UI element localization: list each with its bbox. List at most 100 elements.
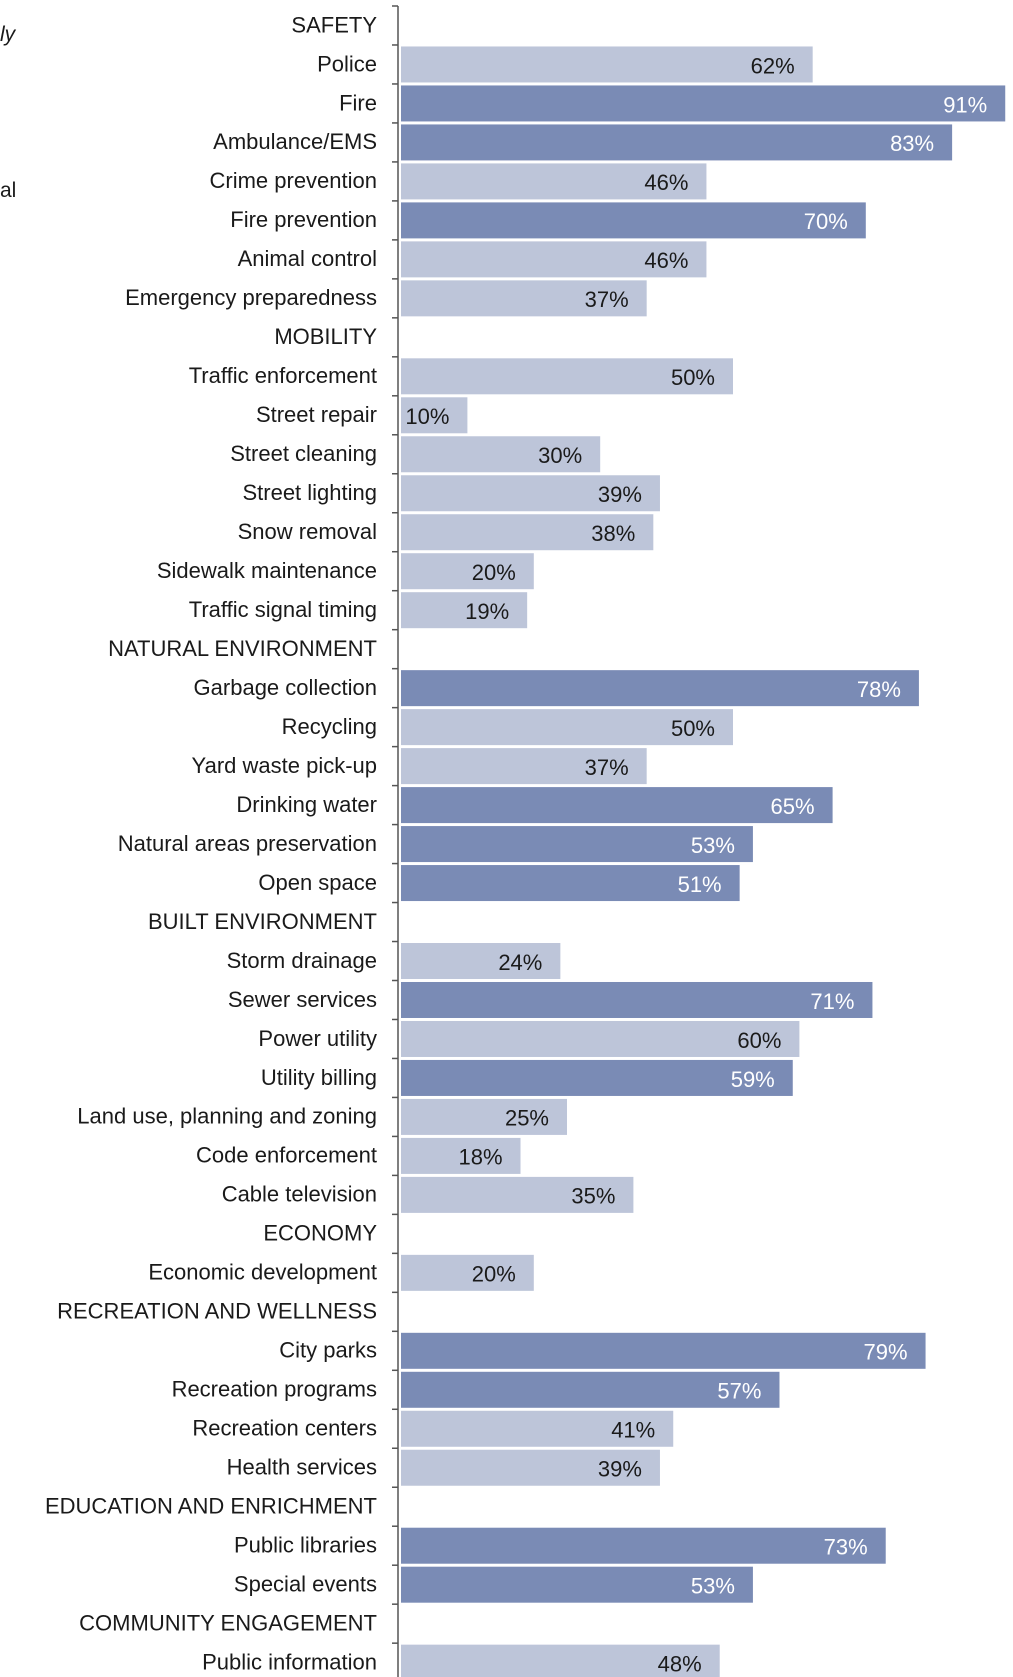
service-category-label: City parks — [279, 1338, 377, 1363]
bar — [401, 280, 647, 317]
bar-value-label: 50% — [671, 365, 715, 390]
bar — [401, 1137, 521, 1174]
service-category-label: Land use, planning and zoning — [77, 1104, 377, 1129]
bar — [401, 1566, 753, 1603]
bar-value-label: 41% — [611, 1418, 655, 1443]
bar — [401, 787, 833, 824]
bar — [401, 163, 707, 200]
bar — [401, 1176, 634, 1213]
bar — [401, 1410, 674, 1447]
bar — [401, 943, 561, 980]
service-category-label: Health services — [227, 1455, 377, 1480]
bar-value-label: 57% — [717, 1379, 761, 1404]
service-category-label: Recreation centers — [192, 1416, 377, 1441]
bar-value-label: 46% — [644, 170, 688, 195]
bar-value-label: 10% — [405, 404, 449, 429]
service-category-label: Utility billing — [261, 1065, 377, 1090]
service-category-label: Ambulance/EMS — [213, 129, 377, 154]
category-header-label: SAFETY — [291, 12, 377, 37]
bar — [401, 358, 733, 395]
category-header-label: COMMUNITY ENGAGEMENT — [79, 1610, 377, 1635]
bar — [401, 1020, 800, 1057]
bar-value-label: 78% — [857, 677, 901, 702]
bar — [401, 241, 707, 278]
bar — [401, 397, 468, 434]
bar-value-label: 20% — [472, 1262, 516, 1287]
category-header-label: NATURAL ENVIRONMENT — [108, 636, 377, 661]
bar — [401, 981, 873, 1018]
bar-value-label: 53% — [691, 833, 735, 858]
bar-value-label: 83% — [890, 131, 934, 156]
bar — [401, 748, 647, 785]
category-header-label: RECREATION AND WELLNESS — [57, 1299, 377, 1324]
service-category-label: Police — [317, 51, 377, 76]
service-category-label: Code enforcement — [196, 1143, 377, 1168]
service-category-label: Sewer services — [228, 987, 377, 1012]
service-category-label: Animal control — [238, 246, 377, 271]
bar-value-label: 50% — [671, 716, 715, 741]
bar-value-label: 35% — [571, 1184, 615, 1209]
chart-axis — [392, 5, 399, 1677]
service-category-label: Public libraries — [234, 1533, 377, 1558]
category-header-label: MOBILITY — [274, 324, 377, 349]
bar — [401, 1098, 567, 1135]
bar-value-label: 53% — [691, 1574, 735, 1599]
service-category-label: Recreation programs — [172, 1377, 377, 1402]
bar-value-label: 65% — [771, 794, 815, 819]
bar — [401, 670, 919, 707]
bar-value-label: 39% — [598, 1457, 642, 1482]
bar-value-label: 37% — [585, 755, 629, 780]
bar — [401, 436, 601, 473]
service-category-label: Street lighting — [242, 480, 377, 505]
bar — [401, 1371, 780, 1408]
bar-value-label: 62% — [751, 53, 795, 78]
bar-value-label: 71% — [810, 989, 854, 1014]
bar — [401, 1449, 660, 1486]
bar — [401, 46, 813, 83]
category-header-label: EDUCATION AND ENRICHMENT — [45, 1494, 377, 1519]
service-category-label: Crime prevention — [209, 168, 377, 193]
category-header-label: BUILT ENVIRONMENT — [148, 909, 377, 934]
bar-value-label: 20% — [472, 560, 516, 585]
bar-value-label: 51% — [678, 872, 722, 897]
bar — [401, 1332, 926, 1369]
service-category-label: Recycling — [282, 714, 377, 739]
service-category-label: Traffic enforcement — [189, 363, 377, 388]
bar — [401, 592, 528, 629]
service-category-label: Cable television — [222, 1182, 377, 1207]
bar — [401, 1059, 793, 1096]
bar — [401, 1254, 534, 1291]
clipped-text-fragment-middle: al — [0, 179, 17, 202]
bar — [401, 85, 1006, 122]
bar — [401, 826, 753, 863]
service-category-label: Open space — [258, 870, 377, 895]
service-category-label: Storm drainage — [227, 948, 377, 973]
service-category-label: Power utility — [258, 1026, 377, 1051]
bar-value-label: 60% — [737, 1028, 781, 1053]
bar-value-label: 25% — [505, 1106, 549, 1131]
service-category-label: Fire — [339, 90, 377, 115]
bar-value-label: 18% — [458, 1145, 502, 1170]
bar-value-label: 39% — [598, 482, 642, 507]
service-category-label: Street repair — [256, 402, 377, 427]
bar — [401, 1644, 720, 1677]
chart-rows: SAFETY Police 62% Fire 91% Ambulance/EMS 83% Cr… — [45, 12, 1006, 1677]
clipped-text-fragment-top: ly — [0, 23, 16, 46]
service-category-label: Natural areas preservation — [118, 831, 377, 856]
service-category-label: Snow removal — [238, 519, 377, 544]
bar-value-label: 73% — [824, 1535, 868, 1560]
service-category-label: Special events — [234, 1572, 377, 1597]
service-category-label: Fire prevention — [230, 207, 377, 232]
bar — [401, 1527, 886, 1564]
bar-value-label: 19% — [465, 599, 509, 624]
bar-value-label: 38% — [591, 521, 635, 546]
bar-value-label: 79% — [864, 1340, 908, 1365]
bar — [401, 865, 740, 902]
category-header-label: ECONOMY — [263, 1221, 377, 1246]
service-category-label: Drinking water — [236, 792, 377, 817]
service-category-label: Economic development — [148, 1260, 377, 1285]
bar — [401, 202, 866, 239]
service-category-label: Garbage collection — [194, 675, 377, 700]
service-category-label: Public information — [202, 1649, 377, 1674]
